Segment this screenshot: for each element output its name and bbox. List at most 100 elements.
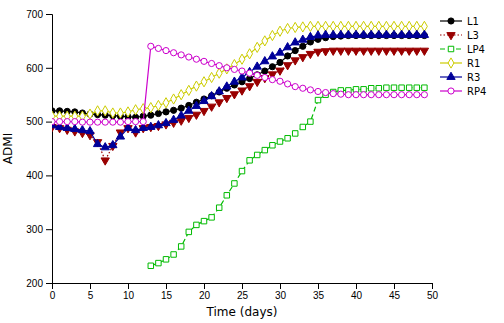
tick-label: 45 [389,290,401,301]
marker [277,59,283,65]
tick-mark [46,229,52,230]
marker [216,63,222,69]
marker [230,92,238,99]
marker [178,52,184,58]
marker [148,43,154,49]
legend-label: L1 [467,16,479,27]
marker [314,49,322,56]
marker [78,125,86,132]
marker [239,68,245,74]
legend-item: R3 [440,72,480,83]
marker [390,48,398,55]
marker [231,66,237,72]
marker [201,218,206,223]
marker [216,205,221,210]
tick-label: 20 [199,290,211,301]
marker [163,47,169,53]
marker [209,60,215,66]
axis-line [46,15,53,284]
tick-mark [46,122,52,123]
marker [209,72,215,82]
marker [155,45,161,51]
series-line [52,36,424,118]
marker [375,48,383,55]
tick: 35 [313,283,325,301]
series-markers [52,30,429,150]
marker [399,85,404,90]
marker [276,48,284,55]
marker [178,90,184,100]
marker [239,168,244,173]
marker [155,100,161,110]
marker [353,92,359,98]
marker [117,119,123,125]
tick-mark [318,283,319,289]
marker [291,38,299,45]
marker [186,54,192,60]
marker [262,147,267,152]
marker [93,139,101,146]
tick-label: 300 [26,224,43,235]
marker [384,85,389,90]
legend-marker [448,58,454,68]
marker [193,56,199,62]
legend-marker [447,33,455,40]
marker [269,30,275,40]
tick-label: 35 [313,290,325,301]
marker [292,47,298,53]
legend-marker [448,46,453,51]
marker [224,64,230,74]
tick-label: 25 [237,290,249,301]
tick: 300 [26,224,52,235]
legend-marker [447,72,455,79]
marker [269,77,275,83]
marks [52,21,429,268]
marker [95,106,101,116]
marker [367,48,375,55]
tick-mark [432,283,433,289]
series-markers [52,48,429,165]
marker [102,119,108,125]
series-markers [52,32,427,120]
marker [163,109,169,115]
marker [338,91,344,97]
series-markers [52,43,427,125]
marker [406,85,411,90]
legend-item: L3 [440,30,479,41]
marker [79,119,85,125]
marker [177,111,185,118]
marker [72,119,78,125]
marker [245,84,253,91]
marker [110,119,116,125]
marker [232,181,237,186]
marker [345,92,351,98]
tick: 600 [26,63,52,74]
tick-mark [90,283,91,289]
marker [110,108,116,118]
marker [185,115,193,122]
legend: L1L3LP4R1R3RP4 [440,16,486,97]
marker [276,68,284,75]
marker [207,92,215,99]
marker [299,55,307,62]
marker [186,229,191,234]
tick-label: 600 [26,63,43,74]
plot: 05101520253035404550200300400500600700Ti… [1,9,438,319]
marker [109,140,117,147]
marker [57,119,63,125]
marker [239,54,245,64]
tick-mark [128,283,129,289]
marker [397,48,405,55]
marker [64,119,70,125]
marker [323,89,329,95]
marker [193,81,199,91]
marker [292,131,297,136]
tick-mark [280,283,281,289]
marker [223,82,231,89]
marker [375,30,383,37]
marker [262,36,268,46]
tick-mark [394,283,395,289]
x-axis: 05101520253035404550 [50,283,439,301]
marker [171,94,177,104]
tick-label: 50 [427,290,439,301]
